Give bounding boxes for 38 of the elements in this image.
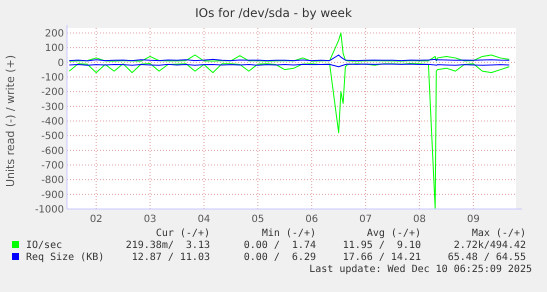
text: 219.38m/ 3.13 (126, 240, 210, 251)
text: Avg (-/+) (366, 228, 421, 239)
y-tick-label: -800 (41, 175, 64, 186)
x-tick-label: 03 (144, 214, 156, 225)
text: 17.66 / 14.21 (342, 252, 421, 263)
y-tick-label: -700 (41, 160, 64, 172)
chart-title: IOs for /dev/sda - by week (195, 6, 352, 20)
x-tick-label: 08 (413, 214, 426, 225)
text: 0.00 / 6.29 (244, 252, 316, 263)
x-tick-label: 09 (466, 214, 480, 225)
y-tick-label: -900 (41, 190, 64, 201)
y-tick-label: 200 (44, 28, 64, 40)
text: Last update: Wed Dec 10 06:25:09 2025 (309, 264, 532, 275)
y-tick-label: -100 (41, 72, 64, 84)
y-tick-label: -1000 (34, 204, 64, 216)
text: Cur (-/+) (156, 228, 210, 239)
y-tick-label: -500 (41, 131, 64, 142)
y-axis-title: Units read (-) / write (+) (4, 54, 17, 188)
text: 11.95 / 9.10 (342, 240, 421, 251)
x-tick-label: 07 (359, 214, 372, 225)
legend-label: Req Size (KB) (26, 252, 104, 263)
y-tick-label: -600 (41, 146, 64, 157)
text: 65.48 / 64.55 (448, 252, 526, 263)
y-tick-label: -300 (41, 102, 64, 113)
y-tick-label: 0 (58, 58, 64, 69)
text: 12.87 / 11.03 (132, 252, 210, 263)
y-tick-label: -200 (41, 87, 64, 98)
text: 0.00 / 1.74 (244, 240, 316, 251)
x-tick-label: 06 (305, 214, 318, 225)
x-tick-label: 04 (198, 214, 210, 225)
text: Max (-/+) (472, 228, 526, 239)
legend-label: IO/sec (26, 240, 62, 251)
text: Min (-/+) (262, 228, 316, 239)
y-tick-label: -400 (41, 116, 64, 128)
x-tick-label: 02 (90, 214, 103, 225)
text: 2.72k/494.42 (454, 240, 526, 251)
x-tick-label: 05 (251, 214, 264, 225)
y-tick-label: 100 (44, 43, 64, 54)
